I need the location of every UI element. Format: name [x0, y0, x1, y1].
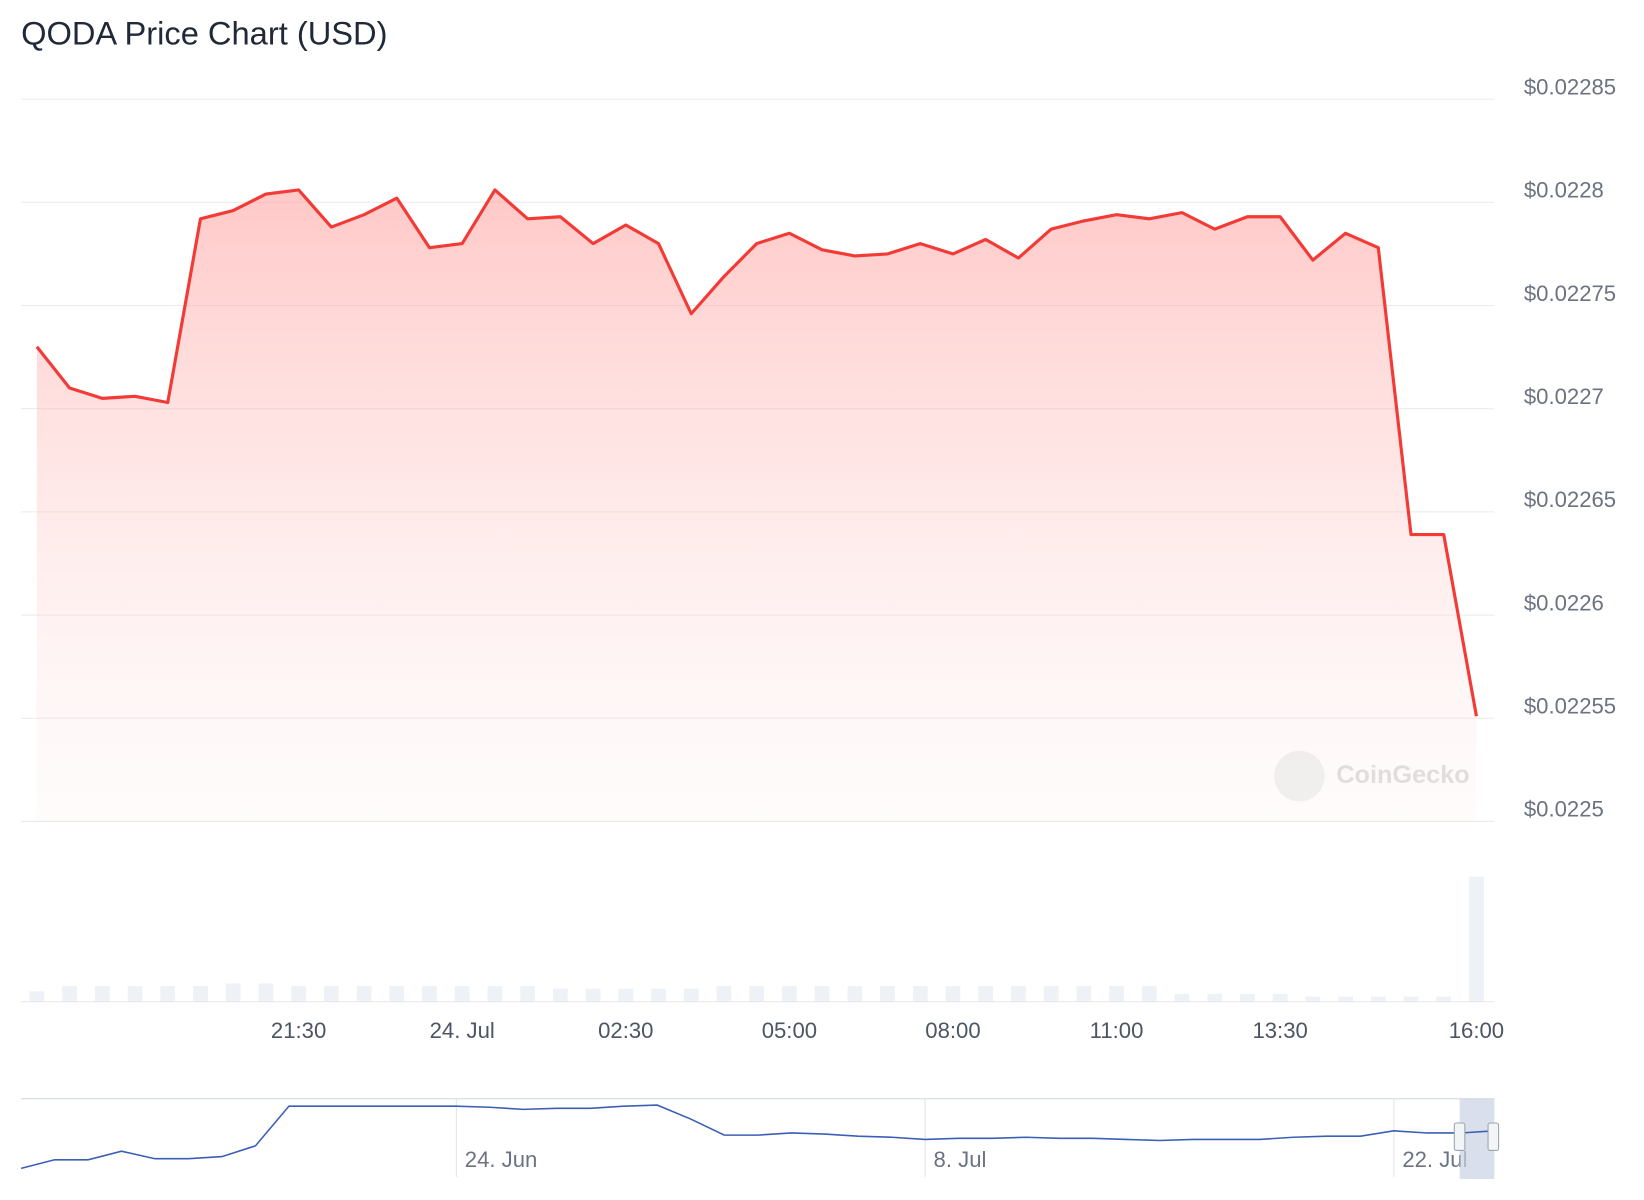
watermark: CoinGecko	[1274, 750, 1470, 802]
volume-bar	[454, 986, 470, 1002]
volume-bar	[520, 986, 536, 1002]
volume-bar	[1272, 993, 1288, 1002]
volume-bar	[1436, 996, 1452, 1002]
volume-bar	[160, 986, 176, 1002]
y-tick-label: $0.0228	[1524, 178, 1604, 203]
volume-bar	[585, 988, 601, 1002]
volume-bar	[291, 986, 306, 1002]
volume-bar	[880, 986, 895, 1002]
volume-bar	[389, 986, 405, 1002]
volume-bar	[683, 988, 699, 1002]
y-tick-label: $0.02265	[1524, 487, 1616, 512]
volume-bar	[193, 986, 208, 1002]
volume-bar	[1403, 996, 1419, 1002]
volume-bar	[127, 986, 143, 1002]
volume-bar	[1043, 986, 1059, 1002]
x-tick-label: 02:30	[598, 1018, 653, 1043]
volume-bar	[323, 986, 339, 1002]
volume-bar	[1370, 996, 1386, 1002]
volume-bar	[1109, 986, 1124, 1002]
volume-bar	[356, 986, 372, 1002]
volume-bar	[618, 988, 634, 1002]
y-tick-label: $0.02275	[1524, 281, 1616, 306]
volume-bar	[552, 988, 568, 1002]
volume-bar	[29, 991, 45, 1002]
chart-title: QODA Price Chart (USD)	[21, 14, 387, 51]
price-area	[36, 189, 1477, 822]
y-tick-label: $0.0226	[1524, 590, 1604, 615]
x-tick-label: 21:30	[271, 1018, 326, 1043]
volume-bar	[945, 986, 961, 1002]
volume-bar	[1338, 996, 1353, 1002]
volume-bar	[1305, 996, 1321, 1002]
x-tick-label: 24. Jul	[430, 1018, 495, 1043]
navigator-line	[20, 1104, 1495, 1170]
navigator-label: 8. Jul	[934, 1147, 987, 1172]
x-tick-label: 05:00	[762, 1018, 817, 1043]
y-tick-label: $0.0227	[1524, 384, 1604, 409]
x-tick-label: 08:00	[925, 1018, 980, 1043]
watermark-text: CoinGecko	[1336, 761, 1469, 789]
volume-bar	[716, 986, 732, 1002]
volume-bar	[1011, 986, 1026, 1002]
volume-bar	[1076, 986, 1092, 1002]
x-tick-label: 11:00	[1090, 1018, 1144, 1043]
navigator-handle[interactable]	[1487, 1122, 1500, 1151]
volume-bar	[978, 986, 994, 1002]
navigator-label: 24. Jun	[465, 1147, 538, 1172]
y-tick-label: $0.02255	[1524, 694, 1616, 719]
volume-bar	[1141, 986, 1157, 1002]
volume-bar	[1207, 993, 1223, 1002]
price-line	[35, 188, 1478, 717]
volume-bar	[94, 986, 110, 1002]
volume-bar	[258, 983, 274, 1002]
volume-bar	[1469, 876, 1484, 1002]
volume-bar	[62, 986, 77, 1002]
y-tick-label: $0.0225	[1524, 797, 1604, 822]
volume-bar	[487, 986, 503, 1002]
volume-bar	[847, 986, 863, 1002]
volume-bar	[749, 986, 765, 1002]
volume-bar	[782, 986, 797, 1002]
y-tick-label: $0.02285	[1524, 74, 1616, 99]
volume-bar	[1240, 993, 1255, 1002]
volume-bar	[422, 986, 437, 1002]
volume-bar	[651, 988, 666, 1002]
x-tick-label: 16:00	[1449, 1018, 1504, 1043]
volume-bar	[814, 986, 830, 1002]
navigator-handle[interactable]	[1453, 1122, 1466, 1151]
navigator-label: 22. Jul	[1402, 1147, 1467, 1172]
volume-bar	[912, 986, 928, 1002]
watermark-logo	[1274, 750, 1325, 802]
volume-bar	[1174, 993, 1190, 1002]
x-tick-label: 13:30	[1252, 1018, 1307, 1043]
volume-bar	[225, 983, 241, 1002]
